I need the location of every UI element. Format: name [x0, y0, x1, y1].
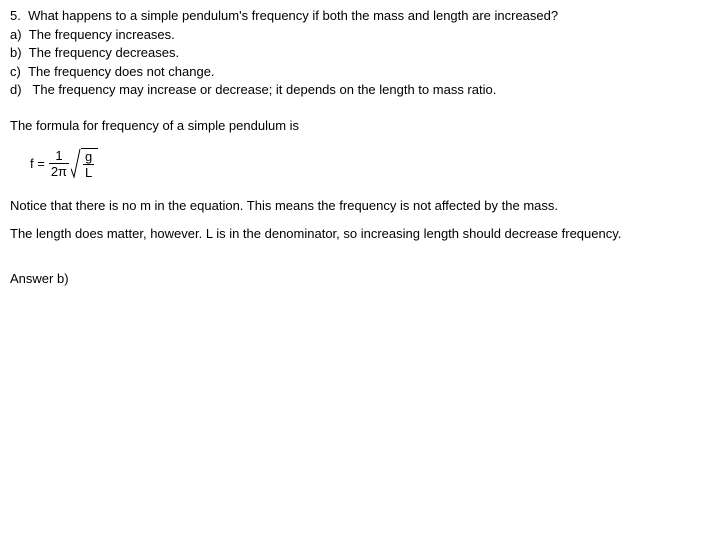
- option-a: a) The frequency increases.: [10, 26, 710, 44]
- option-text: The frequency does not change.: [28, 64, 214, 79]
- option-text: The frequency decreases.: [29, 45, 179, 60]
- option-c: c) The frequency does not change.: [10, 63, 710, 81]
- pendulum-formula: f = 1 2π g L: [30, 148, 710, 179]
- worksheet-page: 5. What happens to a simple pendulum's f…: [0, 0, 720, 288]
- formula-coefficient: 1 2π: [49, 149, 69, 178]
- question-number: 5.: [10, 8, 21, 23]
- option-d: d) The frequency may increase or decreas…: [10, 81, 710, 99]
- answer-line: Answer b): [10, 270, 710, 288]
- explanation-line-2: The length does matter, however. L is in…: [10, 225, 710, 243]
- explanation-intro: The formula for frequency of a simple pe…: [10, 117, 710, 135]
- coef-denominator: 2π: [49, 163, 69, 178]
- option-letter: c): [10, 64, 21, 79]
- question-line: 5. What happens to a simple pendulum's f…: [10, 7, 710, 25]
- formula-lhs: f =: [30, 156, 49, 171]
- radicand-denominator: L: [83, 164, 94, 179]
- option-text: The frequency increases.: [29, 27, 175, 42]
- option-letter: a): [10, 27, 22, 42]
- radicand: g L: [81, 148, 98, 179]
- radicand-numerator: g: [83, 150, 94, 164]
- option-b: b) The frequency decreases.: [10, 44, 710, 62]
- explanation-line-1: Notice that there is no m in the equatio…: [10, 197, 710, 215]
- question-text: What happens to a simple pendulum's freq…: [28, 8, 558, 23]
- coef-numerator: 1: [53, 149, 64, 163]
- option-letter: d): [10, 82, 22, 97]
- radical-icon: [71, 148, 81, 179]
- square-root: g L: [71, 148, 98, 179]
- option-text: The frequency may increase or decrease; …: [32, 82, 496, 97]
- option-letter: b): [10, 45, 22, 60]
